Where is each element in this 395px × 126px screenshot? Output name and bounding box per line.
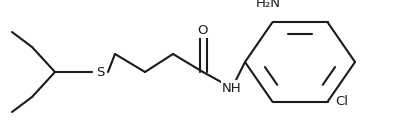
Text: H₂N: H₂N [256, 0, 281, 10]
Text: S: S [96, 66, 104, 78]
Text: NH: NH [222, 82, 242, 94]
Text: O: O [198, 24, 208, 37]
Text: Cl: Cl [335, 95, 348, 108]
